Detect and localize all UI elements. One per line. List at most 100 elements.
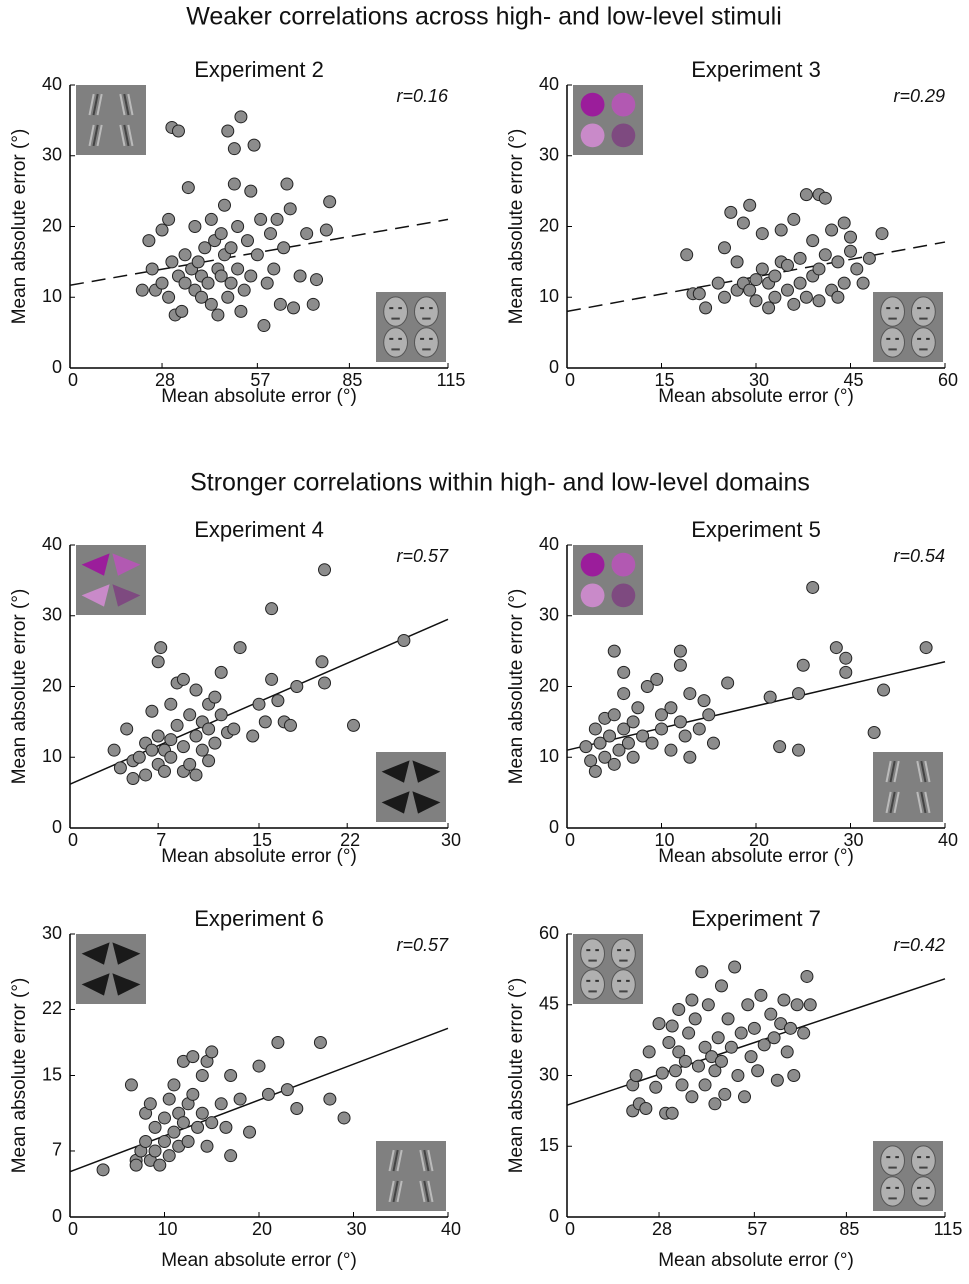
x-tick-label: 0 [68,370,78,390]
data-point [337,1111,351,1125]
data-point [593,736,607,750]
data-point [234,304,248,318]
data-point [665,1106,679,1120]
data-point [151,655,165,669]
x-tick-label: 30 [441,830,461,850]
data-point [755,262,769,276]
triangle [412,791,441,814]
data-point [164,697,178,711]
face [611,938,636,969]
data-point [736,216,750,230]
data-point [607,757,621,771]
y-tick-label: 0 [549,817,559,837]
triangle [112,942,141,965]
data-point [124,1078,138,1092]
stimulus-inset [376,752,446,822]
gabor-stripe [392,1180,399,1203]
data-point [323,195,337,209]
x-tick-label: 15 [654,370,674,390]
y-tick-label: 20 [539,675,559,695]
data-point [787,212,801,226]
data-point [617,722,631,736]
annotation: r=0.42 [893,935,945,955]
data-point [178,248,192,262]
inset-bg [376,1141,446,1211]
x-tick-label: 10 [654,830,674,850]
data-point [588,722,602,736]
y-tick-label: 0 [549,357,559,377]
chart-title: Experiment 3 [691,57,821,82]
data-point [224,241,238,255]
gabor-stripe [893,760,900,783]
data-point [800,969,814,983]
data-point [158,764,171,778]
data-point [198,241,212,255]
data-point [254,212,268,226]
data-point [158,1111,171,1125]
data-point [672,1002,686,1016]
data-point [233,641,247,655]
data-point [698,1040,712,1054]
y-tick-label: 30 [42,605,62,625]
annotation: r=0.54 [893,546,945,566]
data-point [277,241,291,255]
x-tick-label: 57 [747,1219,767,1239]
y-tick-label: 45 [539,994,559,1014]
annotation: r=0.29 [893,86,945,106]
data-point [208,690,222,704]
data-point [862,251,876,265]
data-point [202,722,216,736]
color-disc [611,92,636,117]
data-point [762,301,776,315]
color-disc [580,583,605,608]
data-point [178,276,192,290]
inset-bg [573,545,643,615]
gabor-stripe [388,1149,395,1172]
data-point [252,697,266,711]
data-point [697,694,711,708]
gabor-stripe [119,124,126,147]
y-tick-label: 15 [42,1064,62,1084]
chart-title: Experiment 7 [691,906,821,931]
data-point [721,676,735,690]
x-tick-label: 115 [934,1219,963,1239]
face [383,296,409,327]
chart-title: Experiment 5 [691,517,821,542]
data-point [205,1116,219,1130]
data-point [313,1035,327,1049]
gabor-stripe [119,93,126,116]
y-tick-label: 40 [539,74,559,94]
data-point [221,290,235,304]
data-point [231,220,245,233]
data-point [139,1135,153,1149]
x-tick-label: 22 [340,830,360,850]
data-point [142,234,156,248]
data-point [224,1149,238,1163]
y-tick-label: 10 [539,746,559,766]
data-point [257,319,271,333]
data-point [191,255,205,269]
gabor-stripe [392,1149,399,1172]
data-point [737,1090,751,1104]
data-point [678,1054,692,1068]
data-point [265,672,279,686]
data-point [265,602,279,616]
data-point [792,687,806,701]
y-tick-label: 0 [52,1206,62,1226]
inset-bg [873,752,943,822]
triangle [81,553,110,576]
data-point [164,733,178,747]
data-point [227,142,241,156]
data-point [588,764,602,778]
data-point [145,262,159,276]
data-point [767,1031,781,1045]
data-point [806,580,820,594]
triangle [112,973,141,996]
gabor-stripe [920,760,927,783]
data-point [792,743,806,757]
data-point [162,290,176,304]
data-point [264,227,278,241]
x-tick-label: 85 [342,370,362,390]
data-point [839,651,853,665]
x-tick-label: 85 [839,1219,859,1239]
